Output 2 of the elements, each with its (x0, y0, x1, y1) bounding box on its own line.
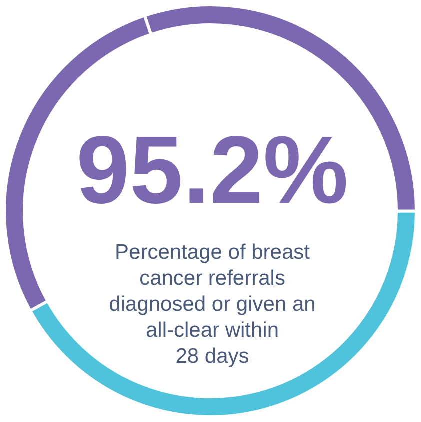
text: 95.2% (76, 117, 349, 224)
text: Percentage of breast cancer referrals diagnosed or given an all-clear within 28 days (109, 241, 316, 368)
